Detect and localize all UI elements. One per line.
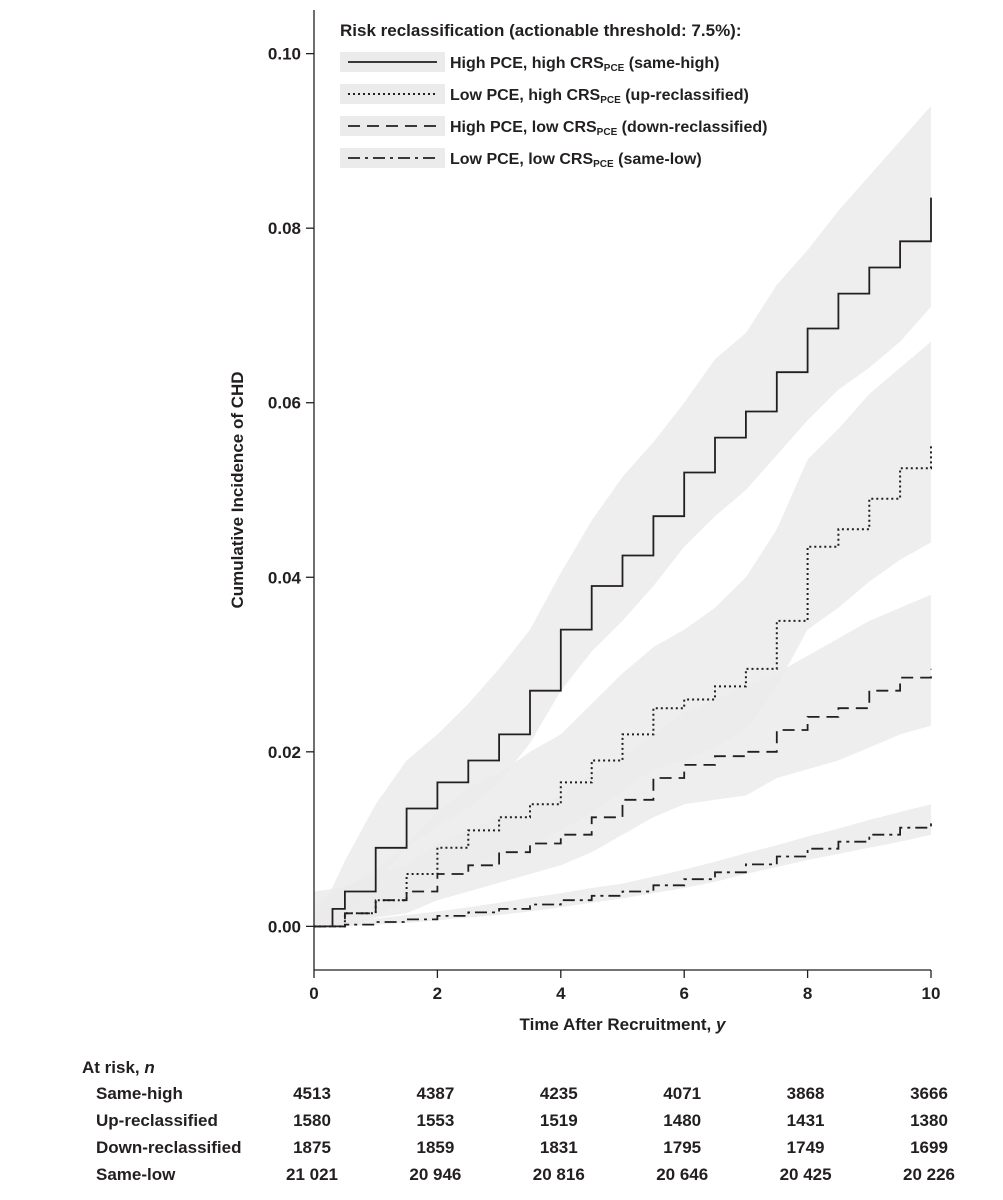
at-risk-value: 3666 [910, 1084, 948, 1103]
at-risk-value: 1519 [540, 1111, 578, 1130]
at-risk-value: 1875 [293, 1138, 331, 1157]
line-up-reclassified [314, 446, 932, 928]
x-tick-label: 10 [922, 984, 941, 1003]
legend-label-same-high: High PCE, high CRSPCE (same-high) [450, 55, 719, 74]
at-risk-value: 4513 [293, 1084, 331, 1103]
x-tick-label: 2 [433, 984, 442, 1003]
legend-swatch-bg [340, 84, 445, 104]
at-risk-value: 21 021 [286, 1165, 338, 1184]
y-tick-label: 0.06 [268, 394, 301, 413]
x-tick-label: 8 [803, 984, 812, 1003]
at-risk-value: 1480 [663, 1111, 701, 1130]
line-same-low [314, 819, 932, 928]
confidence-bands [314, 106, 931, 927]
at-risk-row-label: Down-reclassified [96, 1138, 242, 1157]
ci-band-down-reclassified [314, 594, 931, 927]
at-risk-value: 1795 [663, 1138, 701, 1157]
x-tick-label: 4 [556, 984, 566, 1003]
at-risk-value: 1859 [416, 1138, 454, 1157]
at-risk-row-label: Up-reclassified [96, 1111, 218, 1130]
at-risk-table: At risk, n Same-high 4513 4387 4235 4071 3868 3… [82, 1058, 955, 1184]
at-risk-value: 4235 [540, 1084, 578, 1103]
x-tick-label: 6 [679, 984, 688, 1003]
at-risk-value: 20 816 [533, 1165, 585, 1184]
at-risk-value: 1431 [787, 1111, 825, 1130]
axes: 0.00 0.02 0.04 0.06 0.08 0.10 0 2 4 6 8 10 Time Afte… [228, 10, 940, 1034]
at-risk-value: 1553 [416, 1111, 454, 1130]
ci-band-up-reclassified [314, 341, 931, 927]
y-tick-label: 0.02 [268, 743, 301, 762]
at-risk-row-label: Same-high [96, 1084, 183, 1103]
line-same-high [314, 197, 932, 928]
at-risk-value: 1580 [293, 1111, 331, 1130]
y-tick-label: 0.04 [268, 568, 302, 587]
at-risk-value: 4387 [416, 1084, 454, 1103]
at-risk-value: 20 425 [780, 1165, 832, 1184]
incidence-curves [314, 197, 932, 928]
at-risk-value: 1831 [540, 1138, 578, 1157]
legend-label-up-reclassified: Low PCE, high CRSPCE (up-reclassified) [450, 87, 749, 106]
legend: Risk reclassification (actionable thresh… [340, 21, 767, 170]
legend-title: Risk reclassification (actionable thresh… [340, 21, 742, 40]
y-tick-label: 0.00 [268, 917, 301, 936]
x-axis-title: Time After Recruitment, y [520, 1015, 728, 1034]
at-risk-value: 1749 [787, 1138, 825, 1157]
at-risk-row-label: Same-low [96, 1165, 176, 1184]
at-risk-value: 20 646 [656, 1165, 708, 1184]
y-tick-label: 0.10 [268, 45, 301, 64]
at-risk-value: 1699 [910, 1138, 948, 1157]
legend-label-same-low: Low PCE, low CRSPCE (same-low) [450, 151, 702, 170]
at-risk-value: 1380 [910, 1111, 948, 1130]
ci-band-same-high [314, 106, 931, 927]
x-tick-label: 0 [309, 984, 318, 1003]
at-risk-value: 20 946 [409, 1165, 461, 1184]
at-risk-title: At risk, n [82, 1058, 155, 1077]
legend-label-down-reclassified: High PCE, low CRSPCE (down-reclassified) [450, 119, 767, 138]
at-risk-value: 4071 [663, 1084, 701, 1103]
at-risk-value: 3868 [787, 1084, 825, 1103]
y-tick-label: 0.08 [268, 219, 301, 238]
at-risk-value: 20 226 [903, 1165, 955, 1184]
y-axis-title: Cumulative Incidence of CHD [228, 371, 247, 608]
